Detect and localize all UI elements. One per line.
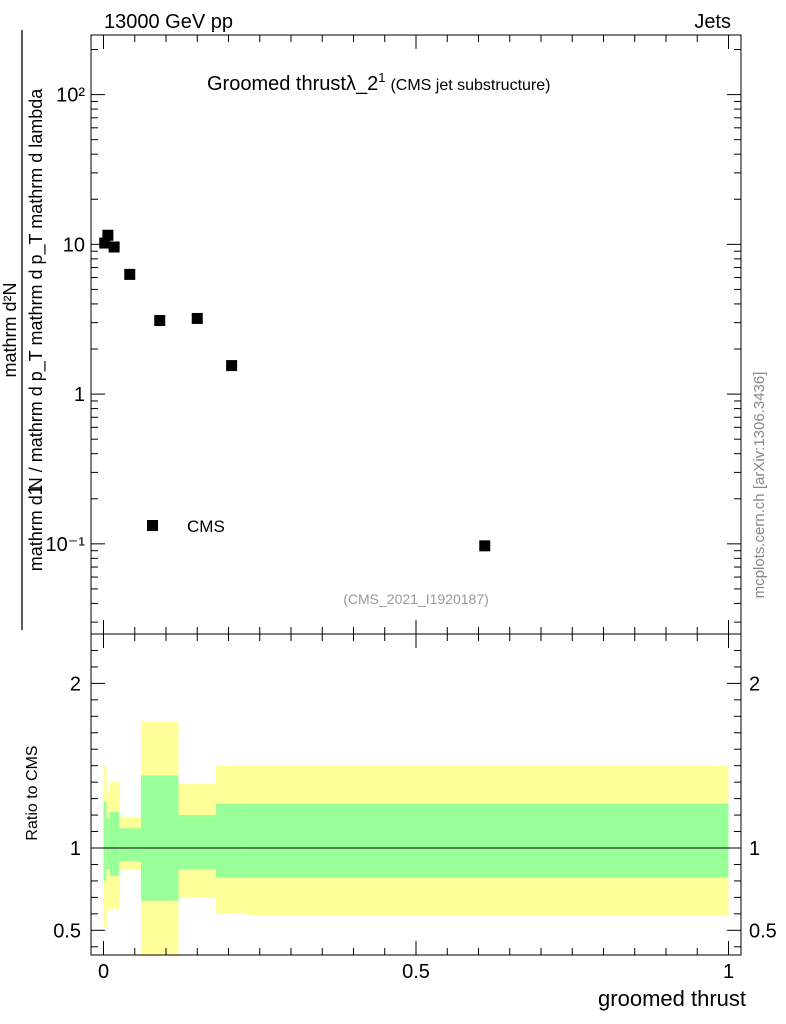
main-ylabel-line1: 1 bbox=[25, 484, 47, 495]
plot-title-symbol: λ_2 bbox=[346, 73, 378, 95]
band-green bbox=[216, 803, 248, 878]
ratio-plot-ticks: 0.5 0.5 1 1 2 2 0 0.5 1 bbox=[53, 634, 777, 983]
main-ylabel-denominator: mathrm d N / mathrm d p_T mathrm d p_T m… bbox=[26, 88, 47, 571]
header-right: Jets bbox=[694, 11, 731, 33]
data-point bbox=[124, 268, 136, 280]
plot-title-main: Groomed thrust bbox=[207, 73, 346, 95]
y-tick-label: 10 bbox=[63, 234, 85, 256]
ratio-y-tick-label-left: 0.5 bbox=[53, 920, 81, 942]
ratio-y-tick-label-right: 1 bbox=[749, 838, 760, 860]
data-point bbox=[226, 360, 238, 372]
data-point bbox=[479, 540, 491, 552]
x-tick-label: 1 bbox=[723, 961, 734, 983]
analysis-id: (CMS_2021_I1920187) bbox=[343, 591, 489, 607]
x-tick-label: 0.5 bbox=[402, 961, 430, 983]
y-tick-label: 10² bbox=[56, 85, 85, 107]
data-point bbox=[102, 229, 114, 241]
band-green bbox=[178, 815, 216, 870]
band-green bbox=[119, 828, 141, 862]
main-plot-frame bbox=[90, 34, 742, 635]
band-green bbox=[103, 801, 107, 881]
ratio-uncertainty-bands bbox=[103, 721, 729, 955]
x-axis-label: groomed thrust bbox=[598, 986, 746, 1011]
legend-label: CMS bbox=[187, 517, 225, 536]
plot-title-sub: (CMS jet substructure) bbox=[390, 77, 550, 94]
header-left: 13000 GeV pp bbox=[104, 11, 233, 33]
data-point bbox=[191, 312, 203, 324]
ratio-y-tick-label-right: 2 bbox=[749, 673, 760, 695]
ratio-ylabel: Ratio to CMS bbox=[24, 745, 41, 840]
main-ylabel-numerator: mathrm d²N bbox=[0, 282, 20, 377]
ratio-y-tick-label-left: 2 bbox=[70, 673, 81, 695]
data-point bbox=[99, 237, 111, 249]
y-tick-label: 1 bbox=[74, 384, 85, 406]
band-green bbox=[109, 811, 120, 876]
plot-title-sup: 1 bbox=[378, 70, 385, 85]
y-tick-label: 10⁻¹ bbox=[46, 534, 86, 556]
band-green bbox=[247, 803, 729, 878]
data-point bbox=[154, 315, 166, 327]
ratio-y-tick-label-right: 0.5 bbox=[749, 920, 777, 942]
x-tick-label: 0 bbox=[98, 961, 109, 983]
band-green bbox=[141, 775, 179, 901]
main-plot-ticks: 10⁻¹ 1 10 10² bbox=[46, 35, 741, 634]
legend-marker bbox=[147, 520, 158, 531]
cms-data-points bbox=[99, 229, 491, 552]
data-point bbox=[108, 241, 120, 253]
ratio-y-tick-label-left: 1 bbox=[70, 838, 81, 860]
plot-title: Groomed thrustλ_21 (CMS jet substructure) bbox=[207, 70, 550, 95]
main-ylabel: 1 mathrm d²N mathrm d N / mathrm d p_T m… bbox=[0, 30, 47, 630]
side-watermark: mcplots.cern.ch [arXiv:1306.3436] bbox=[751, 372, 768, 599]
band-green bbox=[106, 818, 110, 870]
